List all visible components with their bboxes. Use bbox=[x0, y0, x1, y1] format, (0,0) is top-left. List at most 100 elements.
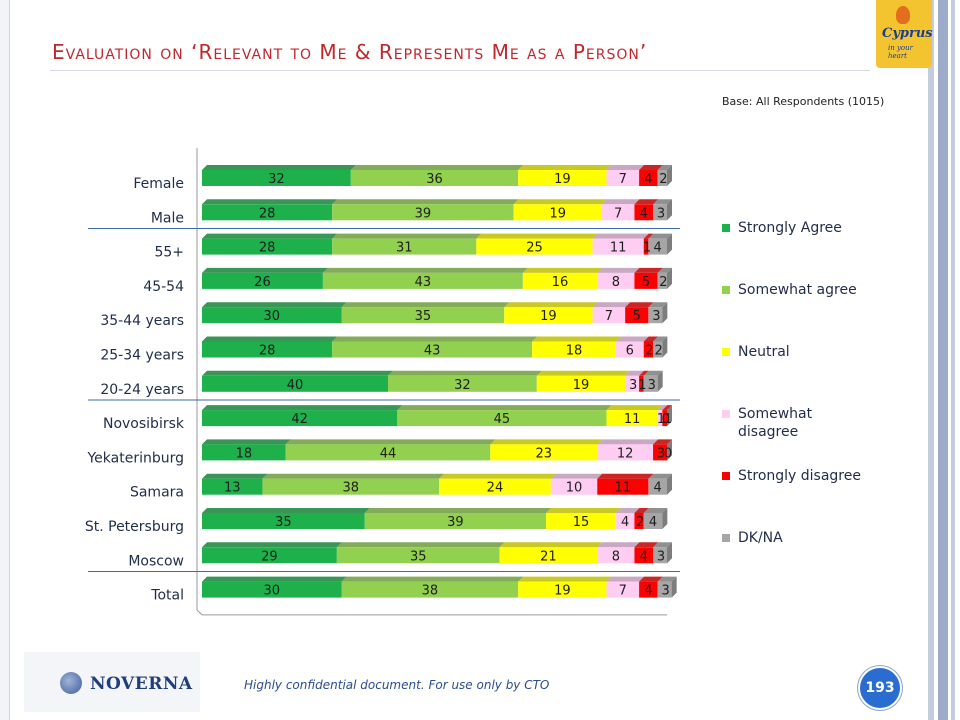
legend-label: Somewhat bbox=[738, 406, 813, 422]
cyprus-logo: Cyprus in your heart bbox=[876, 0, 933, 68]
data-label: 19 bbox=[573, 378, 590, 393]
bar-segment-top bbox=[332, 233, 482, 239]
category-label: Novosibirsk bbox=[103, 416, 185, 432]
bar-segment-top bbox=[336, 542, 505, 548]
data-label: 44 bbox=[380, 446, 397, 461]
bar-segment bbox=[202, 341, 333, 358]
legend-swatch bbox=[722, 472, 730, 480]
data-label: 1 bbox=[643, 241, 651, 256]
slide-title: Evaluation on ‘Relevant to Me & Represen… bbox=[52, 40, 648, 64]
bar-segment bbox=[388, 375, 537, 392]
legend-swatch bbox=[722, 410, 730, 418]
bar-segment-top bbox=[536, 370, 631, 376]
data-label: 29 bbox=[261, 549, 278, 564]
bar-segment-top bbox=[643, 370, 663, 376]
bar-segment bbox=[639, 581, 658, 598]
legend-label: DK/NA bbox=[738, 530, 783, 546]
noverna-logo-text: NOVERNA bbox=[90, 674, 193, 694]
bar-segment-top bbox=[202, 439, 291, 445]
data-label: 7 bbox=[605, 309, 613, 324]
bar-segment-top bbox=[615, 508, 640, 513]
data-label: 39 bbox=[447, 515, 464, 530]
bar-segment-top bbox=[364, 508, 552, 513]
data-label: 16 bbox=[552, 275, 569, 290]
bar-segment-top bbox=[648, 302, 668, 308]
bar-segment bbox=[606, 170, 640, 186]
bar-segment bbox=[662, 410, 667, 427]
bar-segment-top bbox=[546, 508, 621, 513]
bar-segment bbox=[597, 478, 649, 495]
bar-segment-top bbox=[202, 576, 347, 582]
bar-segment bbox=[648, 478, 667, 495]
bar-side-face bbox=[667, 199, 672, 221]
bar-segment-top bbox=[634, 199, 659, 205]
data-label: 3 bbox=[657, 206, 665, 221]
bar-segment-top bbox=[202, 233, 338, 239]
legend-label: disagree bbox=[738, 424, 798, 440]
category-label: 55+ bbox=[154, 245, 184, 261]
legend-swatch bbox=[722, 534, 730, 542]
bar-segment bbox=[597, 444, 654, 461]
data-label: 30 bbox=[263, 309, 280, 324]
bar-segment bbox=[397, 410, 607, 427]
data-label: 40 bbox=[287, 378, 304, 393]
data-label: 28 bbox=[259, 241, 276, 256]
bar-side-face bbox=[671, 576, 677, 598]
bar-side-face bbox=[667, 405, 672, 427]
bar-segment bbox=[643, 375, 658, 392]
category-label: 45-54 bbox=[143, 279, 184, 295]
bar-segment-top bbox=[597, 439, 659, 445]
data-label: 19 bbox=[554, 172, 571, 187]
bar-segment-top bbox=[648, 233, 672, 239]
bar-segment bbox=[513, 204, 602, 221]
bar-segment bbox=[615, 341, 644, 358]
data-label: 28 bbox=[259, 344, 276, 359]
bar-segment-top bbox=[643, 508, 668, 513]
bar-segment bbox=[202, 410, 398, 427]
bar-segment-top bbox=[657, 576, 677, 582]
bar-segment bbox=[597, 547, 635, 564]
logo-sun-icon bbox=[896, 6, 910, 24]
bar-segment-top bbox=[606, 165, 645, 170]
data-label: 10 bbox=[566, 481, 583, 496]
data-label: 35 bbox=[415, 309, 432, 324]
bar-segment bbox=[350, 170, 519, 186]
page-number-badge: 193 bbox=[860, 668, 900, 708]
bar-segment bbox=[634, 547, 654, 564]
bar-segment-top bbox=[653, 542, 672, 548]
bar-segment-top bbox=[601, 199, 640, 205]
bar-segment bbox=[532, 341, 616, 358]
bar-segment bbox=[546, 513, 616, 529]
data-label: 25 bbox=[526, 241, 543, 256]
category-label: Moscow bbox=[128, 553, 184, 569]
bar-segment-top bbox=[341, 302, 510, 308]
category-label: Yekaterinburg bbox=[86, 450, 184, 466]
bar-segment-top bbox=[332, 336, 538, 342]
bar-segment bbox=[550, 478, 598, 495]
data-label: 38 bbox=[422, 584, 439, 599]
data-label: 43 bbox=[415, 275, 432, 290]
bar-segment bbox=[439, 478, 551, 495]
data-label: 8 bbox=[612, 275, 620, 290]
bar-segment-top bbox=[202, 370, 393, 376]
data-label: 26 bbox=[254, 275, 271, 290]
bar-segment bbox=[202, 513, 365, 529]
data-label: 42 bbox=[291, 412, 308, 427]
bar-segment-top bbox=[643, 233, 654, 239]
bar-side-face bbox=[657, 370, 663, 392]
data-label: 32 bbox=[268, 172, 285, 187]
data-label: 11 bbox=[610, 241, 627, 256]
bar-side-face bbox=[667, 233, 672, 255]
data-label: 19 bbox=[554, 584, 571, 599]
bar-segment bbox=[202, 547, 337, 564]
bar-segment bbox=[202, 238, 333, 255]
category-label: Total bbox=[150, 588, 184, 604]
bar-segment-top bbox=[202, 267, 328, 273]
data-label: 30 bbox=[263, 584, 280, 599]
legend-label: Somewhat agree bbox=[738, 282, 857, 298]
bar-segment-top bbox=[615, 336, 649, 342]
bar-segment-top bbox=[657, 267, 672, 273]
noverna-logo: NOVERNA bbox=[24, 652, 200, 712]
bar-segment bbox=[202, 170, 351, 186]
data-label: 4 bbox=[644, 584, 652, 599]
